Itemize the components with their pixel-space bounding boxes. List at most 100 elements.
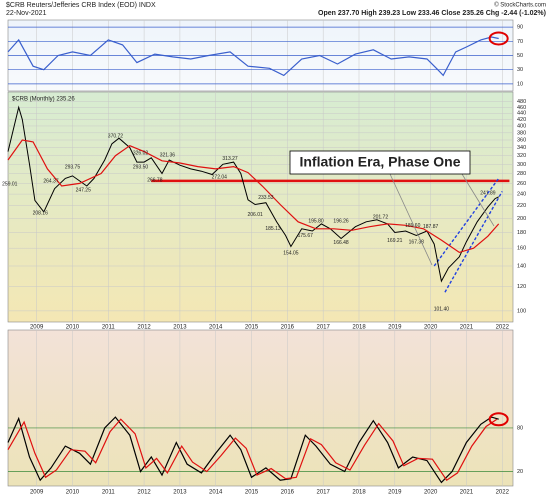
price-label: 196.26 — [333, 218, 349, 224]
price-label: 185.13 — [265, 226, 281, 232]
y-tick-label: 10 — [517, 81, 523, 87]
quote: Open 237.70 High 239.23 Low 233.46 Close… — [318, 10, 546, 17]
y-tick-label: 460 — [517, 105, 526, 111]
series-line — [7, 418, 498, 482]
y-tick-label: 280 — [517, 171, 526, 177]
x-tick-label: 2017 — [316, 325, 330, 331]
y-tick-label: 120 — [517, 284, 526, 290]
x-tick-label: 2010 — [66, 490, 80, 496]
trend-line — [444, 191, 503, 293]
price-label: 187.87 — [423, 224, 439, 230]
price-label: 293.50 — [133, 165, 149, 171]
panel — [7, 329, 514, 487]
price-label: 259.01 — [2, 181, 18, 187]
x-tick-label: 2018 — [352, 325, 366, 331]
y-tick-label: 50 — [517, 53, 523, 59]
y-tick-label: 220 — [517, 203, 526, 209]
price-label: 208.16 — [33, 210, 49, 216]
price-label: 206.01 — [247, 212, 263, 218]
price-label: 370.72 — [108, 133, 124, 139]
y-tick-label: 420 — [517, 117, 526, 123]
y-tick-label: 160 — [517, 246, 526, 252]
series-line — [7, 36, 499, 77]
y-tick-label: 300 — [517, 162, 526, 168]
credit: © StockCharts.com — [494, 2, 546, 9]
price-label: 167.38 — [409, 239, 425, 245]
annotation-box — [289, 150, 471, 175]
price-label: 266.78 — [147, 177, 163, 183]
panel-title: $CRB (Monthly) 235.26 — [12, 97, 75, 103]
price-label: 247.25 — [76, 187, 92, 193]
price-label: 189.60 — [405, 223, 421, 229]
y-tick-label: 240 — [517, 192, 526, 198]
y-tick-label: 380 — [517, 130, 526, 136]
price-label: 241.89 — [480, 190, 496, 196]
price-label: 264.37 — [43, 179, 59, 185]
x-tick-label: 2021 — [460, 490, 474, 496]
x-tick-label: 2019 — [388, 490, 402, 496]
y-tick-label: 400 — [517, 123, 526, 129]
y-tick-label: 180 — [517, 230, 526, 236]
x-tick-label: 2016 — [281, 325, 295, 331]
date: 22-Nov-2021 — [6, 10, 47, 17]
x-tick-label: 2013 — [173, 490, 187, 496]
x-tick-label: 2011 — [102, 325, 116, 331]
price-label: 154.05 — [283, 251, 299, 257]
y-tick-label: 200 — [517, 216, 526, 222]
price-label: 272.04 — [212, 175, 228, 181]
annotation-arrow — [389, 173, 433, 266]
x-tick-label: 2009 — [30, 325, 44, 331]
x-tick-label: 2012 — [137, 325, 151, 331]
price-label: 313.27 — [222, 156, 238, 162]
x-tick-label: 2014 — [209, 325, 223, 331]
annotation: Inflation Era, Phase One — [299, 154, 460, 170]
symbol: $CRB Reuters/Jefferies CRB Index (EOD) I… — [6, 2, 156, 9]
y-tick-label: 440 — [517, 111, 526, 117]
y-tick-label: 340 — [517, 145, 526, 151]
x-tick-label: 2009 — [30, 490, 44, 496]
y-tick-label: 360 — [517, 137, 526, 143]
x-tick-label: 2011 — [102, 490, 116, 496]
x-tick-label: 2017 — [316, 490, 330, 496]
panel — [7, 91, 514, 323]
price-label: 293.75 — [65, 164, 81, 170]
price-label: 101.40 — [434, 306, 450, 312]
x-tick-label: 2015 — [245, 490, 259, 496]
y-tick-label: 480 — [517, 99, 526, 105]
x-tick-label: 2019 — [388, 325, 402, 331]
price-label: 321.36 — [160, 152, 176, 158]
x-tick-label: 2018 — [352, 490, 366, 496]
y-tick-label: 90 — [517, 25, 523, 31]
highlight-circle — [488, 31, 509, 46]
trend-line — [433, 177, 500, 267]
x-tick-label: 2022 — [496, 325, 510, 331]
x-tick-label: 2015 — [245, 325, 259, 331]
y-tick-label: 260 — [517, 181, 526, 187]
price-label: 175.67 — [298, 233, 314, 239]
price-label: 326.02 — [133, 151, 149, 157]
x-tick-label: 2012 — [137, 490, 151, 496]
price-label: 169.21 — [387, 238, 403, 244]
y-tick-label: 140 — [517, 263, 526, 269]
price-label: 166.48 — [333, 240, 349, 246]
x-tick-label: 2021 — [460, 325, 474, 331]
y-tick-label: 320 — [517, 153, 526, 159]
annotation-arrow — [461, 173, 495, 227]
price-label: 201.72 — [373, 215, 389, 221]
y-tick-label: 30 — [517, 67, 523, 73]
y-tick-label: 100 — [517, 308, 526, 314]
series-line — [7, 139, 500, 254]
x-tick-label: 2013 — [173, 325, 187, 331]
y-tick-label: 70 — [517, 39, 523, 45]
x-tick-label: 2020 — [424, 325, 438, 331]
x-tick-label: 2010 — [66, 325, 80, 331]
x-tick-label: 2016 — [281, 490, 295, 496]
highlight-circle — [488, 412, 509, 427]
x-tick-label: 2014 — [209, 490, 223, 496]
price-label: 233.53 — [258, 195, 274, 201]
x-tick-label: 2020 — [424, 490, 438, 496]
y-tick-label: 80 — [517, 425, 523, 431]
x-tick-label: 2022 — [496, 490, 510, 496]
y-tick-label: 20 — [517, 469, 523, 475]
